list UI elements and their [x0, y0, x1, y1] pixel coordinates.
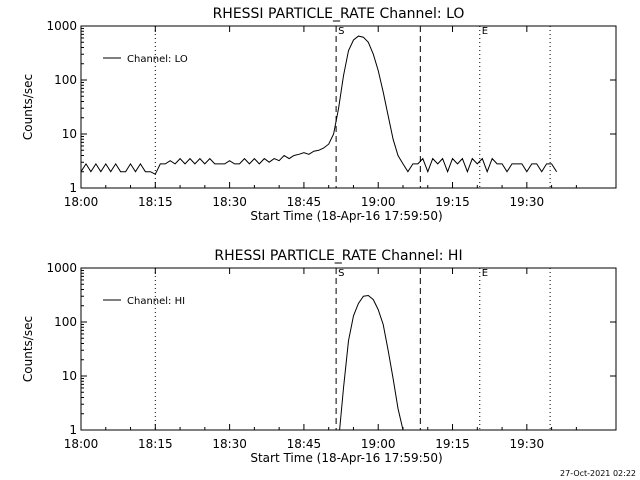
legend-label: Channel: LO	[127, 54, 188, 65]
y-tick-label: 1	[69, 423, 77, 437]
chart-title: RHESSI PARTICLE_RATE Channel: HI	[214, 248, 462, 264]
y-tick-label: 10	[62, 369, 77, 383]
x-axis-label: Start Time (18-Apr-16 17:59:50)	[250, 209, 442, 223]
series-line-0	[339, 294, 404, 431]
y-tick-label: 1	[69, 181, 77, 195]
y-tick-label: 100	[54, 73, 77, 87]
y-tick-label: 10	[62, 127, 77, 141]
legend-label: Channel: HI	[127, 296, 185, 307]
footer-timestamp: 27-Oct-2021 02:22	[560, 469, 636, 478]
event-marker-label: S	[338, 268, 344, 279]
x-tick-label: 18:45	[287, 437, 322, 451]
x-tick-label: 19:00	[361, 195, 396, 209]
x-tick-label: 18:45	[287, 195, 322, 209]
x-tick-label: 18:15	[138, 437, 173, 451]
x-tick-label: 19:30	[510, 437, 545, 451]
plot-frame	[80, 267, 617, 431]
y-axis-label: Counts/sec	[21, 74, 35, 140]
y-tick-label: 100	[54, 315, 77, 329]
x-axis-label: Start Time (18-Apr-16 17:59:50)	[250, 451, 442, 465]
series-line-0	[80, 35, 558, 175]
plot-frame	[80, 25, 617, 189]
x-tick-label: 19:15	[435, 195, 470, 209]
chart-title: RHESSI PARTICLE_RATE Channel: LO	[213, 6, 465, 22]
event-marker-label: S	[338, 26, 344, 37]
panel-lo: RHESSI PARTICLE_RATE Channel: LO 18:00 18:…	[21, 6, 617, 223]
panel-hi: RHESSI PARTICLE_RATE Channel: HI 18:00 18:…	[21, 248, 617, 465]
y-tick-label: 1000	[46, 19, 77, 33]
x-tick-label: 18:15	[138, 195, 173, 209]
event-marker-label: E	[482, 26, 488, 37]
x-tick-label: 18:30	[212, 437, 247, 451]
x-tick-label: 18:00	[64, 437, 99, 451]
x-tick-label: 18:30	[212, 195, 247, 209]
x-tick-label: 19:00	[361, 437, 396, 451]
x-tick-label: 19:30	[510, 195, 545, 209]
y-tick-label: 1000	[46, 261, 77, 275]
x-tick-label: 18:00	[64, 195, 99, 209]
x-tick-label: 19:15	[435, 437, 470, 451]
event-marker-label: E	[482, 268, 488, 279]
y-axis-label: Counts/sec	[21, 316, 35, 382]
